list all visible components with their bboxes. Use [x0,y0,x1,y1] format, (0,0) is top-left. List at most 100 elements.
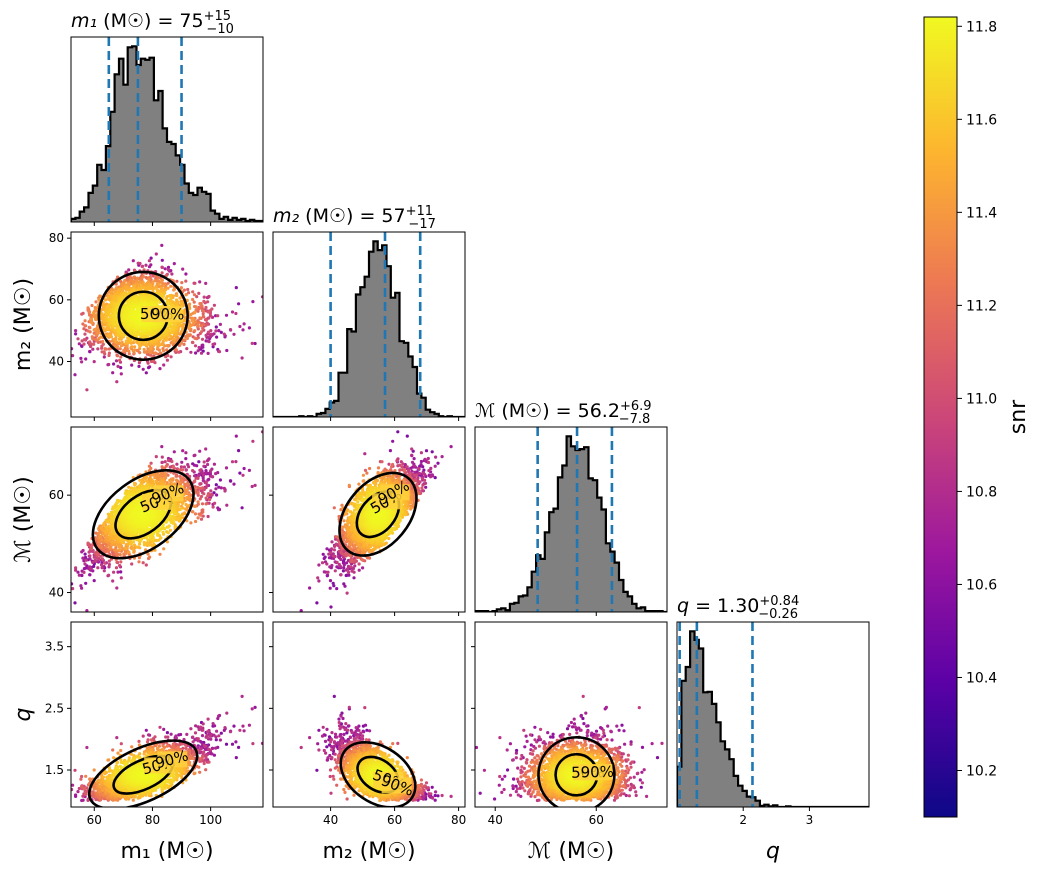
sample-point [136,283,140,287]
sample-point [230,460,235,464]
sample-point [198,280,202,284]
sample-point [179,465,183,469]
sample-point [230,310,235,314]
sample-point [97,298,101,302]
sample-point [175,478,179,482]
sample-point [156,278,160,282]
sample-point [88,573,92,577]
sample-point [120,282,124,286]
sample-point [100,339,105,344]
sample-point [217,350,222,354]
sample-point [208,314,213,318]
sample-point [217,329,221,333]
sample-point [207,340,211,344]
sample-point [111,505,115,509]
sample-point [214,483,218,487]
sample-point [215,493,219,497]
sample-point [165,344,169,348]
sample-point [162,363,166,367]
sample-point [165,332,169,336]
sample-point [92,579,96,583]
sample-point [80,360,84,364]
sample-point [196,502,200,506]
sample-point [105,528,109,532]
sample-point [193,336,197,340]
sample-point [115,345,120,349]
sample-point [190,319,194,323]
sample-point [196,485,200,490]
sample-point [104,545,108,549]
sample-point [179,302,183,306]
sample-point [201,312,205,316]
sample-point [120,546,124,550]
sample-point [185,336,189,340]
sample-point [124,551,128,555]
sample-point [49,605,52,608]
sample-point [116,291,120,295]
sample-point [192,293,197,297]
y-tick-label: 60 [49,293,64,307]
sample-point [139,538,143,542]
sample-point [144,263,148,267]
sample-point [125,347,129,351]
sample-point [200,337,205,341]
sample-point [251,300,255,304]
sample-point [160,445,164,449]
sample-point [181,267,185,271]
sample-point [100,566,104,570]
sample-point [169,510,174,514]
sample-point [115,560,119,564]
title-minus: −17 [408,217,435,232]
sample-point [118,548,122,552]
sample-point [162,547,166,551]
sample-point [169,296,173,300]
sample-point [93,537,97,541]
sample-point [180,323,184,327]
sample-point [111,553,115,557]
sample-point [138,546,142,550]
sample-point [196,333,200,337]
sample-point [159,473,163,477]
sample-point [234,434,238,438]
sample-point [169,514,173,518]
sample-point [112,570,116,574]
panel-title-m2: m₂ (M☉) = 57+11 −17 [273,204,436,232]
sample-point [138,478,142,482]
sample-point [120,518,124,522]
sample-point [142,335,147,339]
sample-point [151,535,155,540]
sample-point [187,496,191,500]
sample-point [209,308,213,312]
sample-point [83,552,87,556]
sample-point [79,356,83,360]
sample-point [133,330,137,334]
sample-point [98,534,102,538]
sample-point [83,562,87,566]
sample-point [147,543,151,547]
sample-point [65,585,68,588]
sample-point [216,314,220,318]
sample-point [161,342,165,347]
contour-label-90: 90% [151,305,184,323]
sample-point [140,264,144,269]
sample-point [188,302,192,306]
sample-point [130,345,134,349]
sample-point [145,479,149,483]
sample-point [193,310,197,314]
sample-point [107,328,111,332]
sample-point [218,322,222,326]
sample-point [141,477,145,482]
sample-point [151,287,155,291]
sample-point [96,347,100,351]
sample-point [84,357,88,361]
sample-point [197,345,201,350]
sample-point [179,330,184,334]
sample-point [191,290,195,294]
sample-point [123,491,127,496]
panel-body: 50%90% [71,243,263,392]
sample-point [199,486,203,490]
sample-point [73,601,77,605]
sample-point [108,313,112,317]
sample-point [138,347,142,351]
sample-point [217,485,221,489]
